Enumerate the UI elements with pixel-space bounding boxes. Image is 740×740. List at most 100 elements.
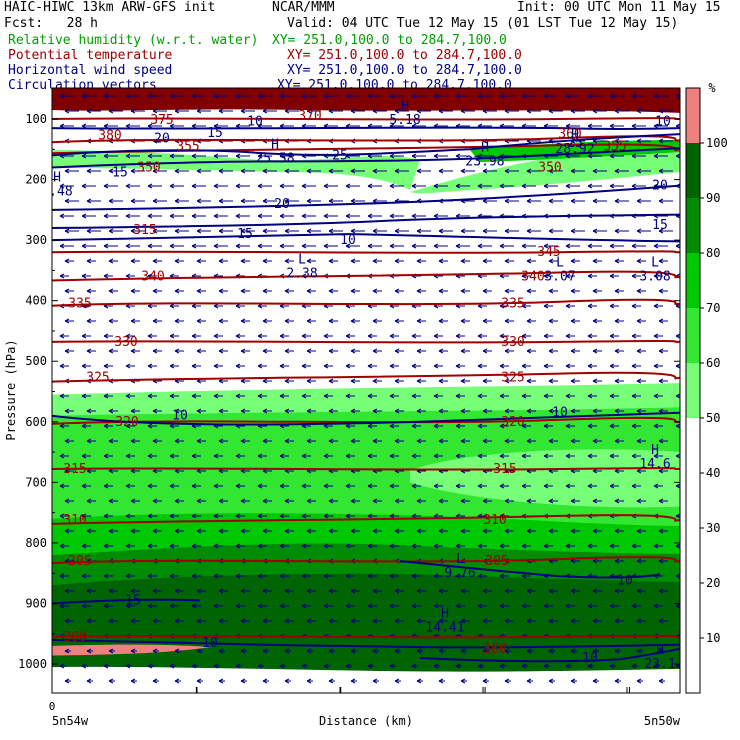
theta-contour-305 — [52, 556, 680, 565]
theta-label: 330 — [114, 335, 137, 350]
circulation-vector-head — [499, 183, 505, 189]
circulation-vector-head — [675, 453, 680, 459]
circulation-vector-head — [614, 408, 620, 414]
circulation-vector-head — [108, 168, 114, 174]
circulation-vector-head — [416, 438, 422, 444]
humidity-shading — [52, 88, 680, 693]
circulation-vector-head — [213, 153, 219, 159]
circulation-vector-head — [367, 213, 373, 219]
circulation-vector-head — [130, 618, 136, 624]
circulation-vector-head — [306, 108, 312, 114]
circulation-vector-head — [504, 528, 510, 534]
circulation-vector-head — [103, 273, 109, 279]
circulation-vector-head — [191, 93, 197, 99]
circulation-vector-head — [521, 243, 527, 249]
circulation-vector-head — [482, 588, 488, 594]
circulation-vector-head — [389, 393, 395, 399]
circulation-vector-head — [81, 393, 87, 399]
plot-frame — [51, 87, 681, 694]
circulation-vector-head — [548, 258, 554, 264]
circulation-vector-head — [636, 588, 642, 594]
circulation-vector-head — [499, 93, 505, 99]
circulation-vector-head — [592, 678, 598, 684]
theta-label: 350 — [137, 160, 160, 175]
circulation-vector-head — [438, 588, 444, 594]
circulation-vector-head — [499, 453, 505, 459]
circulation-vector-head — [196, 588, 202, 594]
circulation-vector-head — [433, 153, 439, 159]
circulation-vector-head — [240, 288, 246, 294]
circulation-vector-head — [279, 363, 285, 369]
circulation-vector-head — [350, 108, 356, 114]
circulation-vector-head — [526, 678, 532, 684]
circulation-vector-head — [477, 483, 483, 489]
circulation-vector-head — [350, 168, 356, 174]
circulation-vector-head — [284, 108, 290, 114]
circulation-vector-head — [416, 618, 422, 624]
extremum-letter: H — [481, 140, 489, 155]
circulation-vector-head — [411, 423, 417, 429]
circulation-vector-head — [262, 108, 268, 114]
circulation-vector-head — [587, 123, 593, 129]
circulation-vector-head — [526, 108, 532, 114]
circulation-vector-head — [169, 663, 175, 669]
circulation-vector-head — [64, 618, 70, 624]
circulation-vector-head — [394, 168, 400, 174]
circulation-vector-head — [86, 408, 92, 414]
circulation-vector-head — [367, 663, 373, 669]
circulation-vector-head — [438, 288, 444, 294]
circulation-vector-head — [64, 288, 70, 294]
circulation-vector-head — [323, 243, 329, 249]
circulation-vector-head — [86, 318, 92, 324]
circulation-vector-head — [196, 348, 202, 354]
circulation-vector-head — [125, 603, 131, 609]
circulation-vector-head — [240, 168, 246, 174]
circulation-vector-head — [103, 213, 109, 219]
circulation-vector-head — [609, 363, 615, 369]
circulation-vector-head — [614, 108, 620, 114]
circulation-vector-head — [235, 603, 241, 609]
circulation-vector-head — [631, 393, 637, 399]
circulation-vector-head — [631, 243, 637, 249]
circulation-vector-head — [460, 588, 466, 594]
circulation-vector-head — [284, 678, 290, 684]
field-rh-xy: XY= 251.0,100.0 to 284.7,100.0 — [272, 33, 507, 48]
circulation-vector-head — [372, 168, 378, 174]
circulation-vector-head — [548, 408, 554, 414]
circulation-vector-head — [64, 438, 70, 444]
circulation-vector-head — [570, 228, 576, 234]
circulation-vector-head — [130, 498, 136, 504]
circulation-vector-head — [521, 603, 527, 609]
colorbar-level-label: 80 — [706, 246, 720, 260]
circulation-vector-head — [565, 483, 571, 489]
circulation-vector-head — [152, 198, 158, 204]
circulation-vector-head — [218, 438, 224, 444]
circulation-vector-head — [328, 108, 334, 114]
circulation-vector-head — [218, 588, 224, 594]
circulation-vector-head — [301, 243, 307, 249]
circulation-vector-head — [59, 453, 65, 459]
circulation-vector-head — [86, 588, 92, 594]
circulation-vector-head — [174, 198, 180, 204]
circulation-vector-head — [218, 318, 224, 324]
circulation-vector-head — [125, 333, 131, 339]
theta-label: 325 — [86, 371, 109, 386]
circulation-vector-head — [614, 138, 620, 144]
colorbar-level-label: 50 — [706, 411, 720, 425]
circulation-vector-head — [587, 453, 593, 459]
circulation-vector-head — [64, 648, 70, 654]
circulation-vector-head — [284, 258, 290, 264]
circulation-vector-head — [587, 93, 593, 99]
circulation-vector-head — [257, 603, 263, 609]
extremum-value: 28.92 — [555, 142, 594, 157]
circulation-vector-head — [130, 258, 136, 264]
theta-label: 320 — [115, 415, 138, 430]
circulation-vector-head — [631, 333, 637, 339]
circulation-vector-head — [504, 678, 510, 684]
circulation-vector-head — [372, 288, 378, 294]
circulation-vector-head — [169, 513, 175, 519]
circulation-vector-head — [328, 168, 334, 174]
circulation-vector-head — [570, 318, 576, 324]
circulation-vector-head — [103, 423, 109, 429]
wind-speed-contours — [52, 126, 680, 663]
